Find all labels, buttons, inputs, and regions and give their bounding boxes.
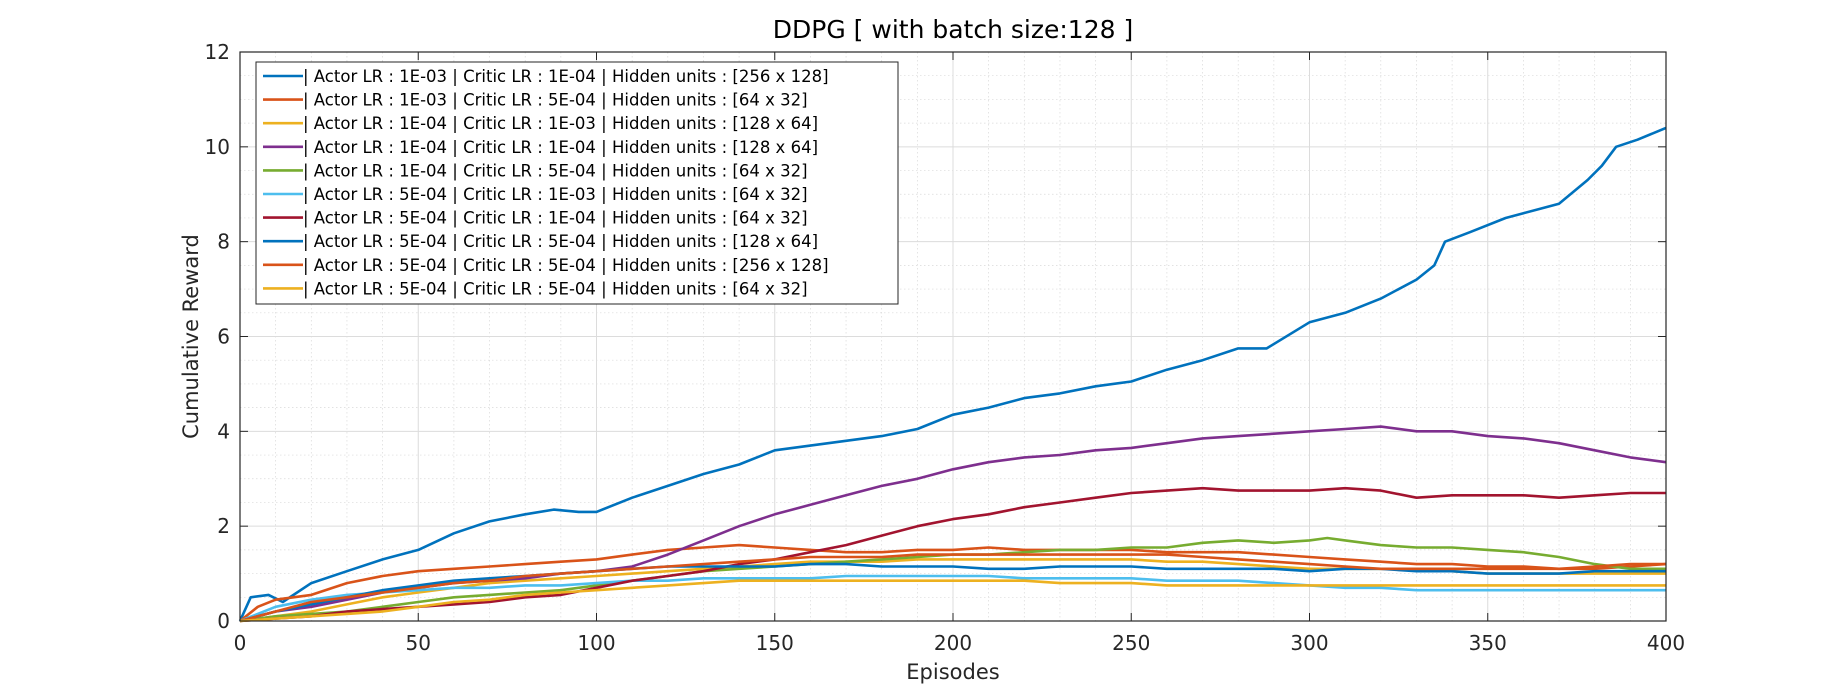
legend-entry: | Actor LR : 5E-04 | Critic LR : 1E-04 |… [303,209,808,228]
series-line-6 [239,574,1666,623]
series-line-10 [239,579,1666,623]
chart-title: DDPG [ with batch size:128 ] [773,15,1133,44]
axis-ticks: 0 50 100 150 200 250 300 350 400 0 2 4 6 8 10 12 [205,40,1686,655]
legend-entry: | Actor LR : 5E-04 | Critic LR : 5E-04 |… [303,232,818,251]
series-line-9 [239,553,1666,623]
legend-entry: | Actor LR : 1E-04 | Critic LR : 1E-04 |… [303,138,818,157]
x-tick-label: 350 [1469,631,1507,655]
y-tick-label: 6 [217,325,230,349]
x-tick-label: 150 [756,631,794,655]
legend-entry: | Actor LR : 5E-04 | Critic LR : 5E-04 |… [303,256,829,275]
y-tick-label: 12 [205,40,230,64]
y-tick-label: 8 [217,230,230,254]
legend-entry: | Actor LR : 5E-04 | Critic LR : 5E-04 |… [303,279,808,298]
x-tick-label: 400 [1647,631,1685,655]
legend-entry: | Actor LR : 1E-04 | Critic LR : 5E-04 |… [303,161,808,180]
series-line-2 [239,543,1667,623]
x-tick-label: 0 [234,631,247,655]
x-tick-label: 50 [406,631,431,655]
x-axis-label: Episodes [906,660,999,684]
y-tick-label: 10 [205,135,230,159]
series-line-1 [238,126,1667,622]
legend-entry: | Actor LR : 1E-03 | Critic LR : 5E-04 |… [303,91,808,110]
x-tick-label: 200 [934,631,972,655]
x-tick-label: 300 [1290,631,1328,655]
y-axis-label: Cumulative Reward [179,234,203,439]
legend-entry: | Actor LR : 1E-04 | Critic LR : 1E-03 |… [303,114,818,133]
x-tick-label: 100 [577,631,615,655]
legend-entry: | Actor LR : 1E-03 | Critic LR : 1E-04 |… [303,67,829,86]
legend-box [255,61,899,305]
legend: | Actor LR : 1E-03 | Critic LR : 1E-04 |… [255,61,899,305]
series-line-8 [239,562,1666,623]
y-tick-label: 0 [217,609,230,633]
series-group [238,126,1667,623]
y-tick-label: 4 [217,419,230,443]
series-line-7 [239,486,1666,623]
x-tick-label: 250 [1112,631,1150,655]
legend-entry: | Actor LR : 5E-04 | Critic LR : 1E-03 |… [303,185,808,204]
y-tick-label: 2 [217,514,230,538]
